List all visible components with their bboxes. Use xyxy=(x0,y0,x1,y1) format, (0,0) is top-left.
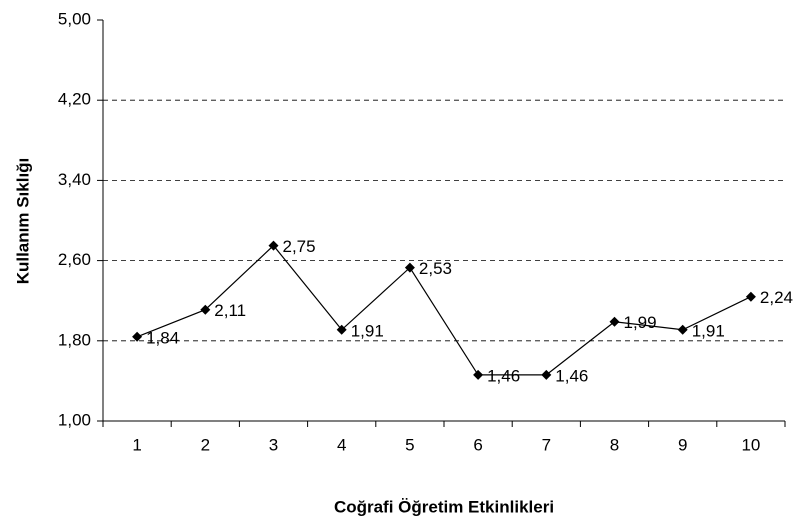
x-tick-label: 8 xyxy=(610,435,619,454)
marker xyxy=(677,324,688,335)
data-label: 2,75 xyxy=(283,237,316,256)
y-tick-label: 2,60 xyxy=(58,250,91,269)
y-tick-label: 1,80 xyxy=(58,330,91,349)
marker xyxy=(336,324,347,335)
data-label: 1,91 xyxy=(692,321,725,340)
y-tick-label: 5,00 xyxy=(58,9,91,28)
marker xyxy=(609,316,620,327)
data-label: 2,11 xyxy=(214,301,246,320)
y-tick-label: 3,40 xyxy=(58,170,91,189)
x-tick-label: 4 xyxy=(337,435,346,454)
marker xyxy=(404,262,415,273)
y-tick-label: 1,00 xyxy=(58,410,91,429)
data-label: 1,46 xyxy=(555,366,588,385)
data-label: 1,84 xyxy=(146,328,179,347)
marker xyxy=(268,240,279,251)
x-tick-label: 1 xyxy=(132,435,141,454)
x-tick-label: 5 xyxy=(405,435,414,454)
x-tick-label: 7 xyxy=(542,435,551,454)
y-tick-label: 4,20 xyxy=(58,90,91,109)
data-label: 1,99 xyxy=(624,313,657,332)
data-label: 1,91 xyxy=(351,321,384,340)
line xyxy=(136,244,752,376)
x-tick-label: 10 xyxy=(741,435,760,454)
x-tick-label: 2 xyxy=(201,435,210,454)
x-tick-label: 6 xyxy=(473,435,482,454)
x-tick-label: 9 xyxy=(678,435,687,454)
y-axis-title: Kullanım Sıklığı xyxy=(13,158,32,285)
marker xyxy=(473,369,484,380)
x-tick-label: 3 xyxy=(269,435,278,454)
data-label: 1,46 xyxy=(487,366,520,385)
marker xyxy=(745,291,756,302)
x-axis-title: Coğrafi Öğretim Etkinlikleri xyxy=(334,497,554,516)
marker xyxy=(200,304,211,315)
marker xyxy=(541,369,552,380)
data-label: 2,53 xyxy=(419,259,452,278)
data-label: 2,24 xyxy=(760,288,793,307)
marker xyxy=(132,331,143,342)
